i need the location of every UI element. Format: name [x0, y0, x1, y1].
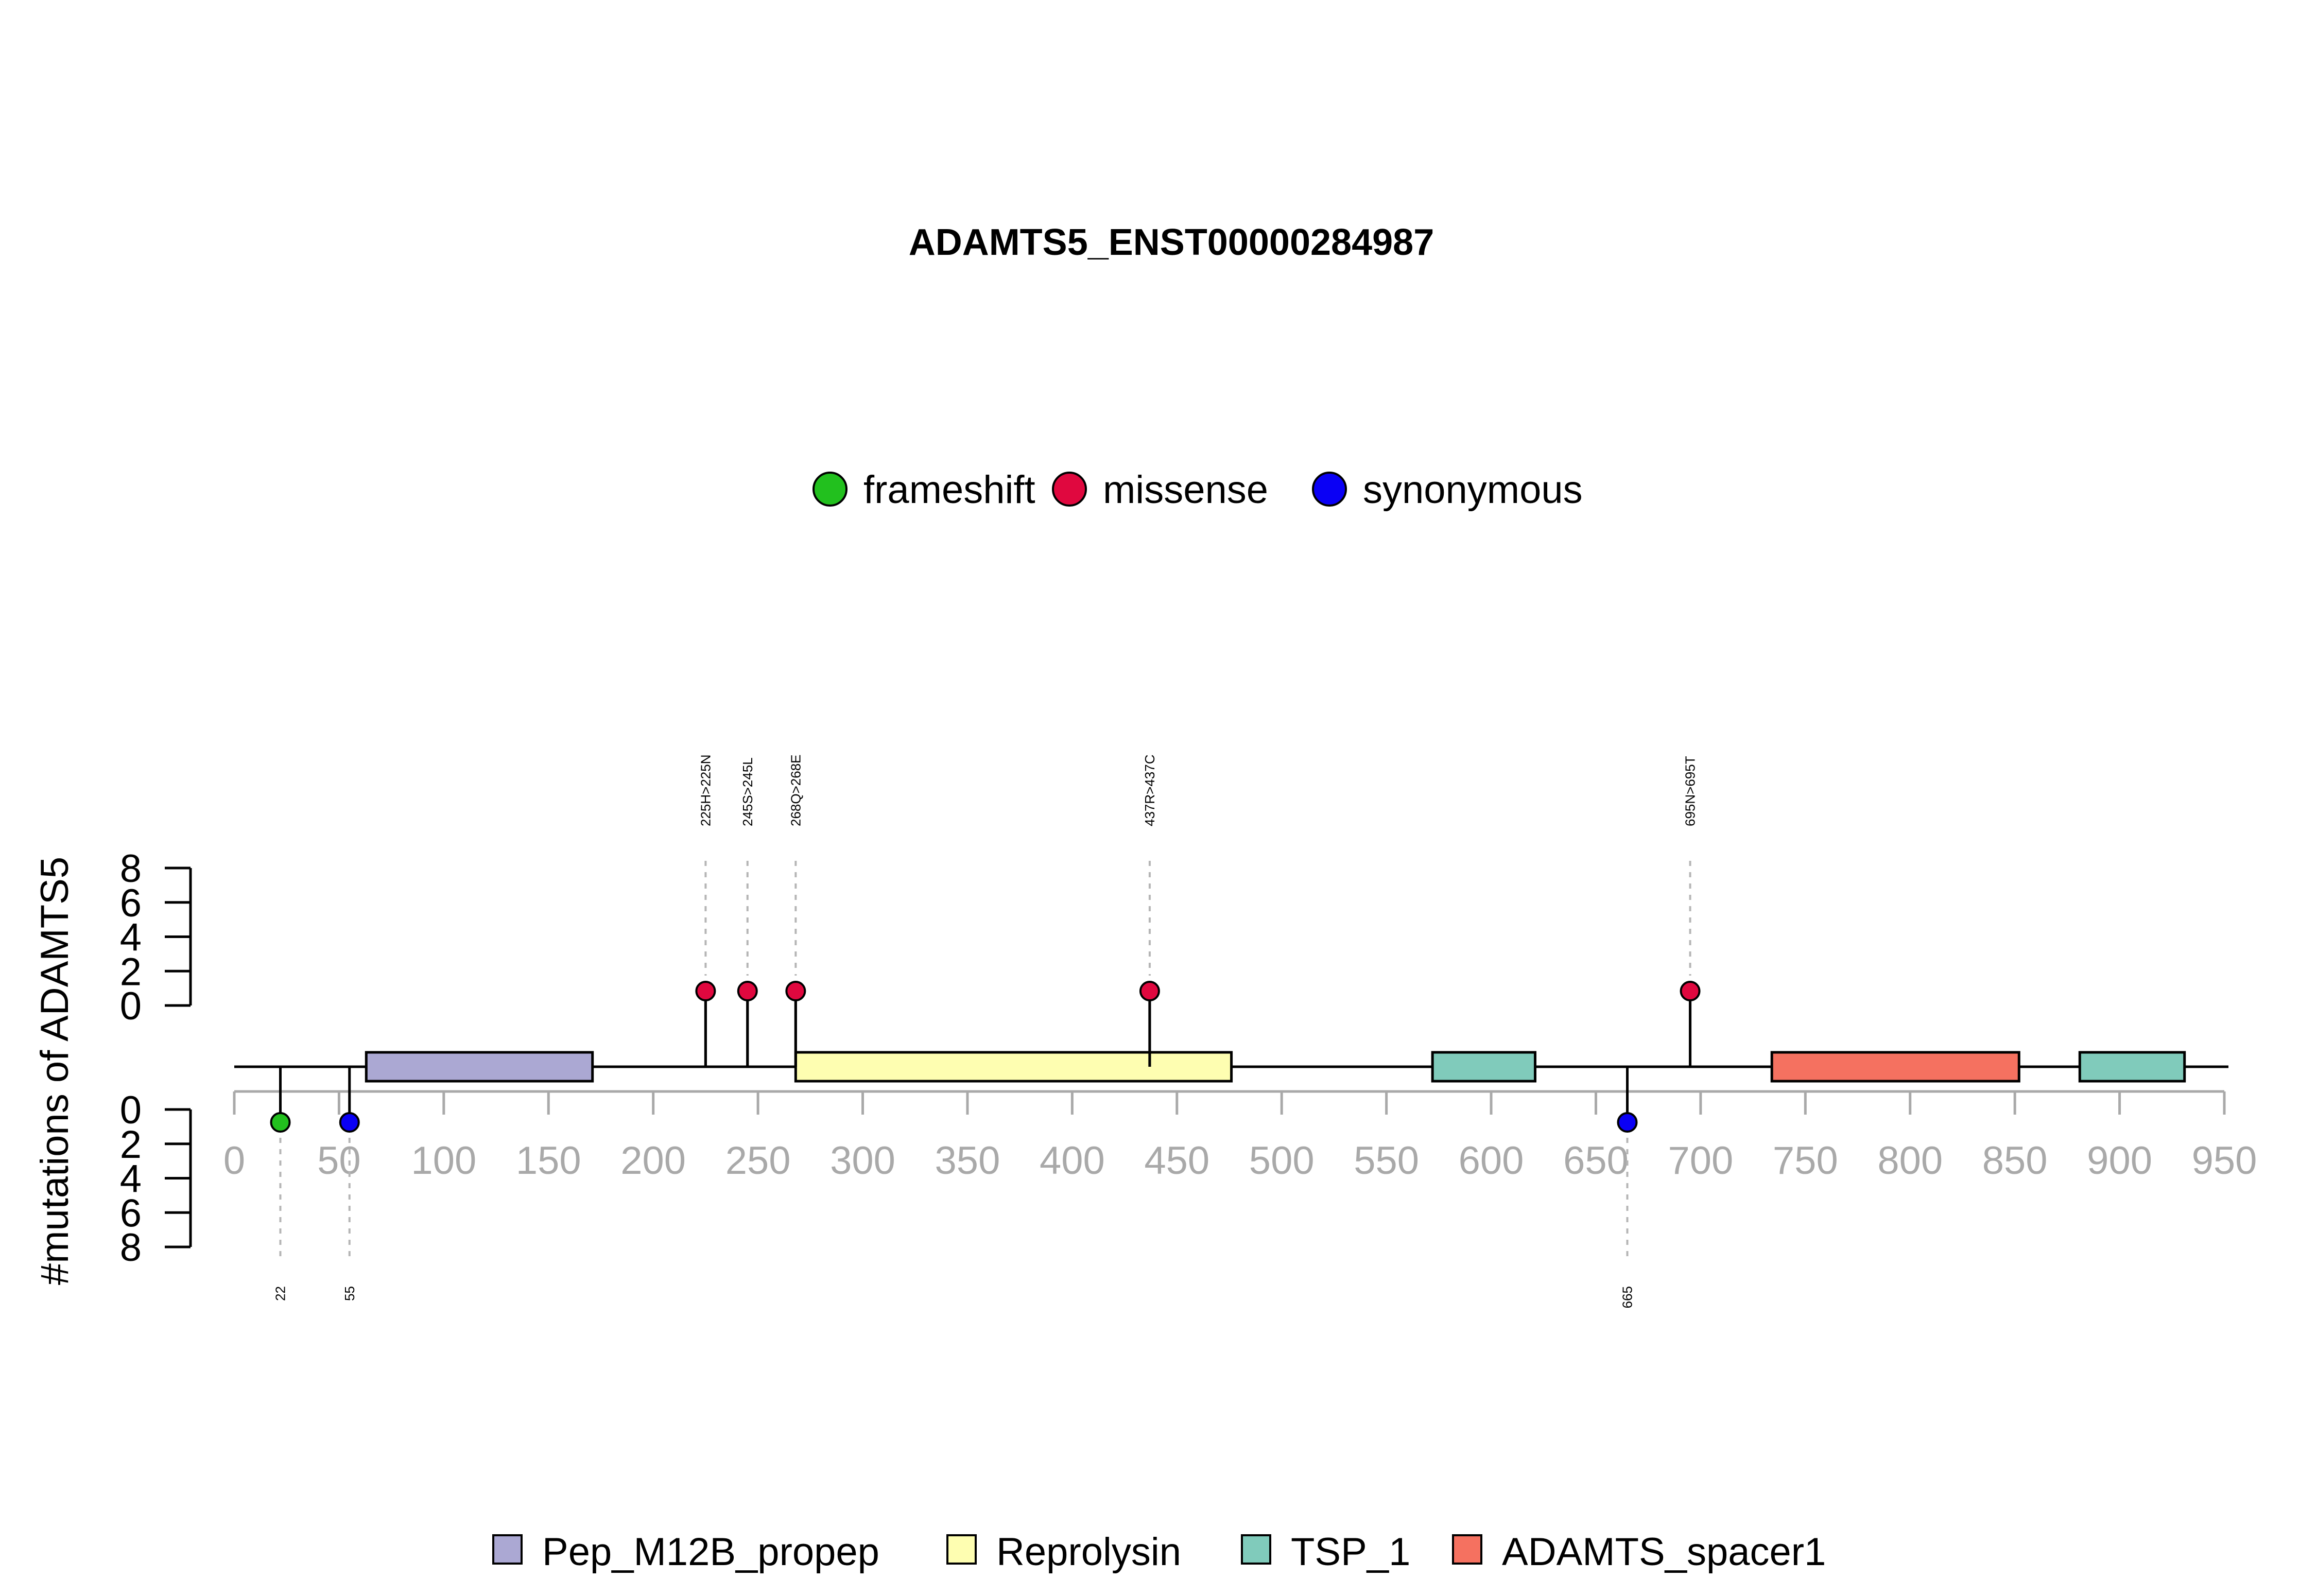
x-axis-tick-label: 500: [1249, 1139, 1315, 1183]
mutation-label: 225H>225N: [698, 755, 713, 827]
x-axis-tick-label: 100: [411, 1139, 476, 1183]
mutation-dot-missense: [1139, 981, 1160, 1001]
x-axis-tick-label: 750: [1773, 1139, 1838, 1183]
y-axis-bottom-tick-label: 4: [120, 1157, 142, 1201]
y-axis-bottom-tick-label: 6: [120, 1191, 142, 1235]
mutation-dot-missense: [695, 981, 716, 1001]
y-axis-top-tick-label: 0: [120, 984, 142, 1028]
y-axis-top-tick-label: 4: [120, 916, 142, 960]
y-axis-top-tick-label: 6: [120, 881, 142, 925]
legend-marker-synonymous: [1312, 472, 1347, 507]
domain-legend-label-Reprolysin: Reprolysin: [996, 1530, 1181, 1574]
x-axis-tick-label: 0: [223, 1139, 245, 1183]
x-axis-tick-label: 600: [1459, 1139, 1524, 1183]
y-axis-top-tick-label: 2: [120, 950, 142, 994]
domain-box-TSP_1: [2078, 1051, 2186, 1083]
legend-marker-frameshift: [812, 472, 848, 507]
domain-legend-label-TSP_1: TSP_1: [1291, 1530, 1410, 1574]
x-axis-tick-label: 550: [1354, 1139, 1419, 1183]
x-axis-tick-label: 200: [620, 1139, 686, 1183]
mutation-dot-frameshift: [270, 1112, 291, 1133]
x-axis-tick-label: 50: [317, 1139, 361, 1183]
x-axis-tick-label: 650: [1563, 1139, 1629, 1183]
mutation-label: 55: [342, 1286, 357, 1301]
x-axis-tick-label: 450: [1144, 1139, 1209, 1183]
mutation-label: 665: [1620, 1286, 1635, 1308]
domain-legend-label-ADAMTS_spacer1: ADAMTS_spacer1: [1502, 1530, 1826, 1574]
legend-label-missense: missense: [1103, 468, 1268, 512]
domain-box-ADAMTS_spacer1: [1770, 1051, 2020, 1083]
domain-legend-swatch-ADAMTS_spacer1: [1452, 1534, 1482, 1565]
x-axis-tick-label: 400: [1040, 1139, 1105, 1183]
y-axis-bottom-tick-label: 8: [120, 1226, 142, 1270]
x-axis-tick-label: 900: [2087, 1139, 2152, 1183]
x-axis-tick-label: 700: [1668, 1139, 1733, 1183]
y-axis-top-tick-label: 8: [120, 847, 142, 891]
x-axis-tick-label: 250: [725, 1139, 791, 1183]
y-axis-bottom-tick-label: 0: [120, 1088, 142, 1132]
domain-boxes: [365, 1000, 2186, 1083]
y-axis-bottom-tick-label: 2: [120, 1123, 142, 1167]
domain-legend-swatch-Pep_M12B_propep: [492, 1534, 523, 1565]
domain-box-Reprolysin: [794, 1051, 1233, 1083]
x-axis-tick-label: 150: [516, 1139, 581, 1183]
domain-legend-swatch-TSP_1: [1241, 1534, 1271, 1565]
mutation-dot-missense: [737, 981, 758, 1001]
mutation-dot-missense: [1680, 981, 1701, 1001]
x-axis: 0 50 100 150 200 250 300 350 400 450 500 550 600 650 7…: [223, 1090, 2257, 1183]
mutation-label: 437R>437C: [1142, 755, 1157, 827]
chart-title: ADAMTS5_ENST00000284987: [909, 222, 1434, 263]
mutation-dot-synonymous: [339, 1112, 360, 1133]
domain-box-Pep_M12B_propep: [365, 1051, 594, 1083]
mutation-lollipops: 225H>225N 245S>245L 268Q>268E 437R>437C 695N…: [270, 754, 1701, 1308]
y-axis-label: #mutations of ADAMTS5: [33, 857, 77, 1285]
legend-marker-missense: [1052, 472, 1087, 507]
domain-legend-swatch-Reprolysin: [946, 1534, 977, 1565]
mutation-label: 245S>245L: [740, 757, 755, 826]
x-axis-tick-label: 350: [935, 1139, 1000, 1183]
mutation-dot-synonymous: [1617, 1112, 1638, 1133]
domain-box-TSP_1: [1431, 1051, 1536, 1083]
mutation-label: 268Q>268E: [788, 754, 803, 826]
mutation-legend: frameshift missense synonymous: [812, 468, 1583, 512]
x-axis-tick-label: 950: [2192, 1139, 2257, 1183]
mutation-label: 22: [273, 1286, 288, 1301]
mutation-dot-missense: [785, 981, 806, 1001]
legend-label-synonymous: synonymous: [1363, 468, 1583, 512]
legend-label-frameshift: frameshift: [863, 468, 1035, 512]
x-axis-tick-label: 800: [1877, 1139, 1943, 1183]
mutation-label: 695N>695T: [1683, 756, 1698, 826]
domain-legend-label-Pep_M12B_propep: Pep_M12B_propep: [542, 1530, 879, 1574]
x-axis-tick-label: 850: [1982, 1139, 2048, 1183]
domain-legend: Pep_M12B_propep Reprolysin TSP_1 ADAMTS_spa…: [492, 1530, 1826, 1574]
x-axis-tick-label: 300: [830, 1139, 895, 1183]
